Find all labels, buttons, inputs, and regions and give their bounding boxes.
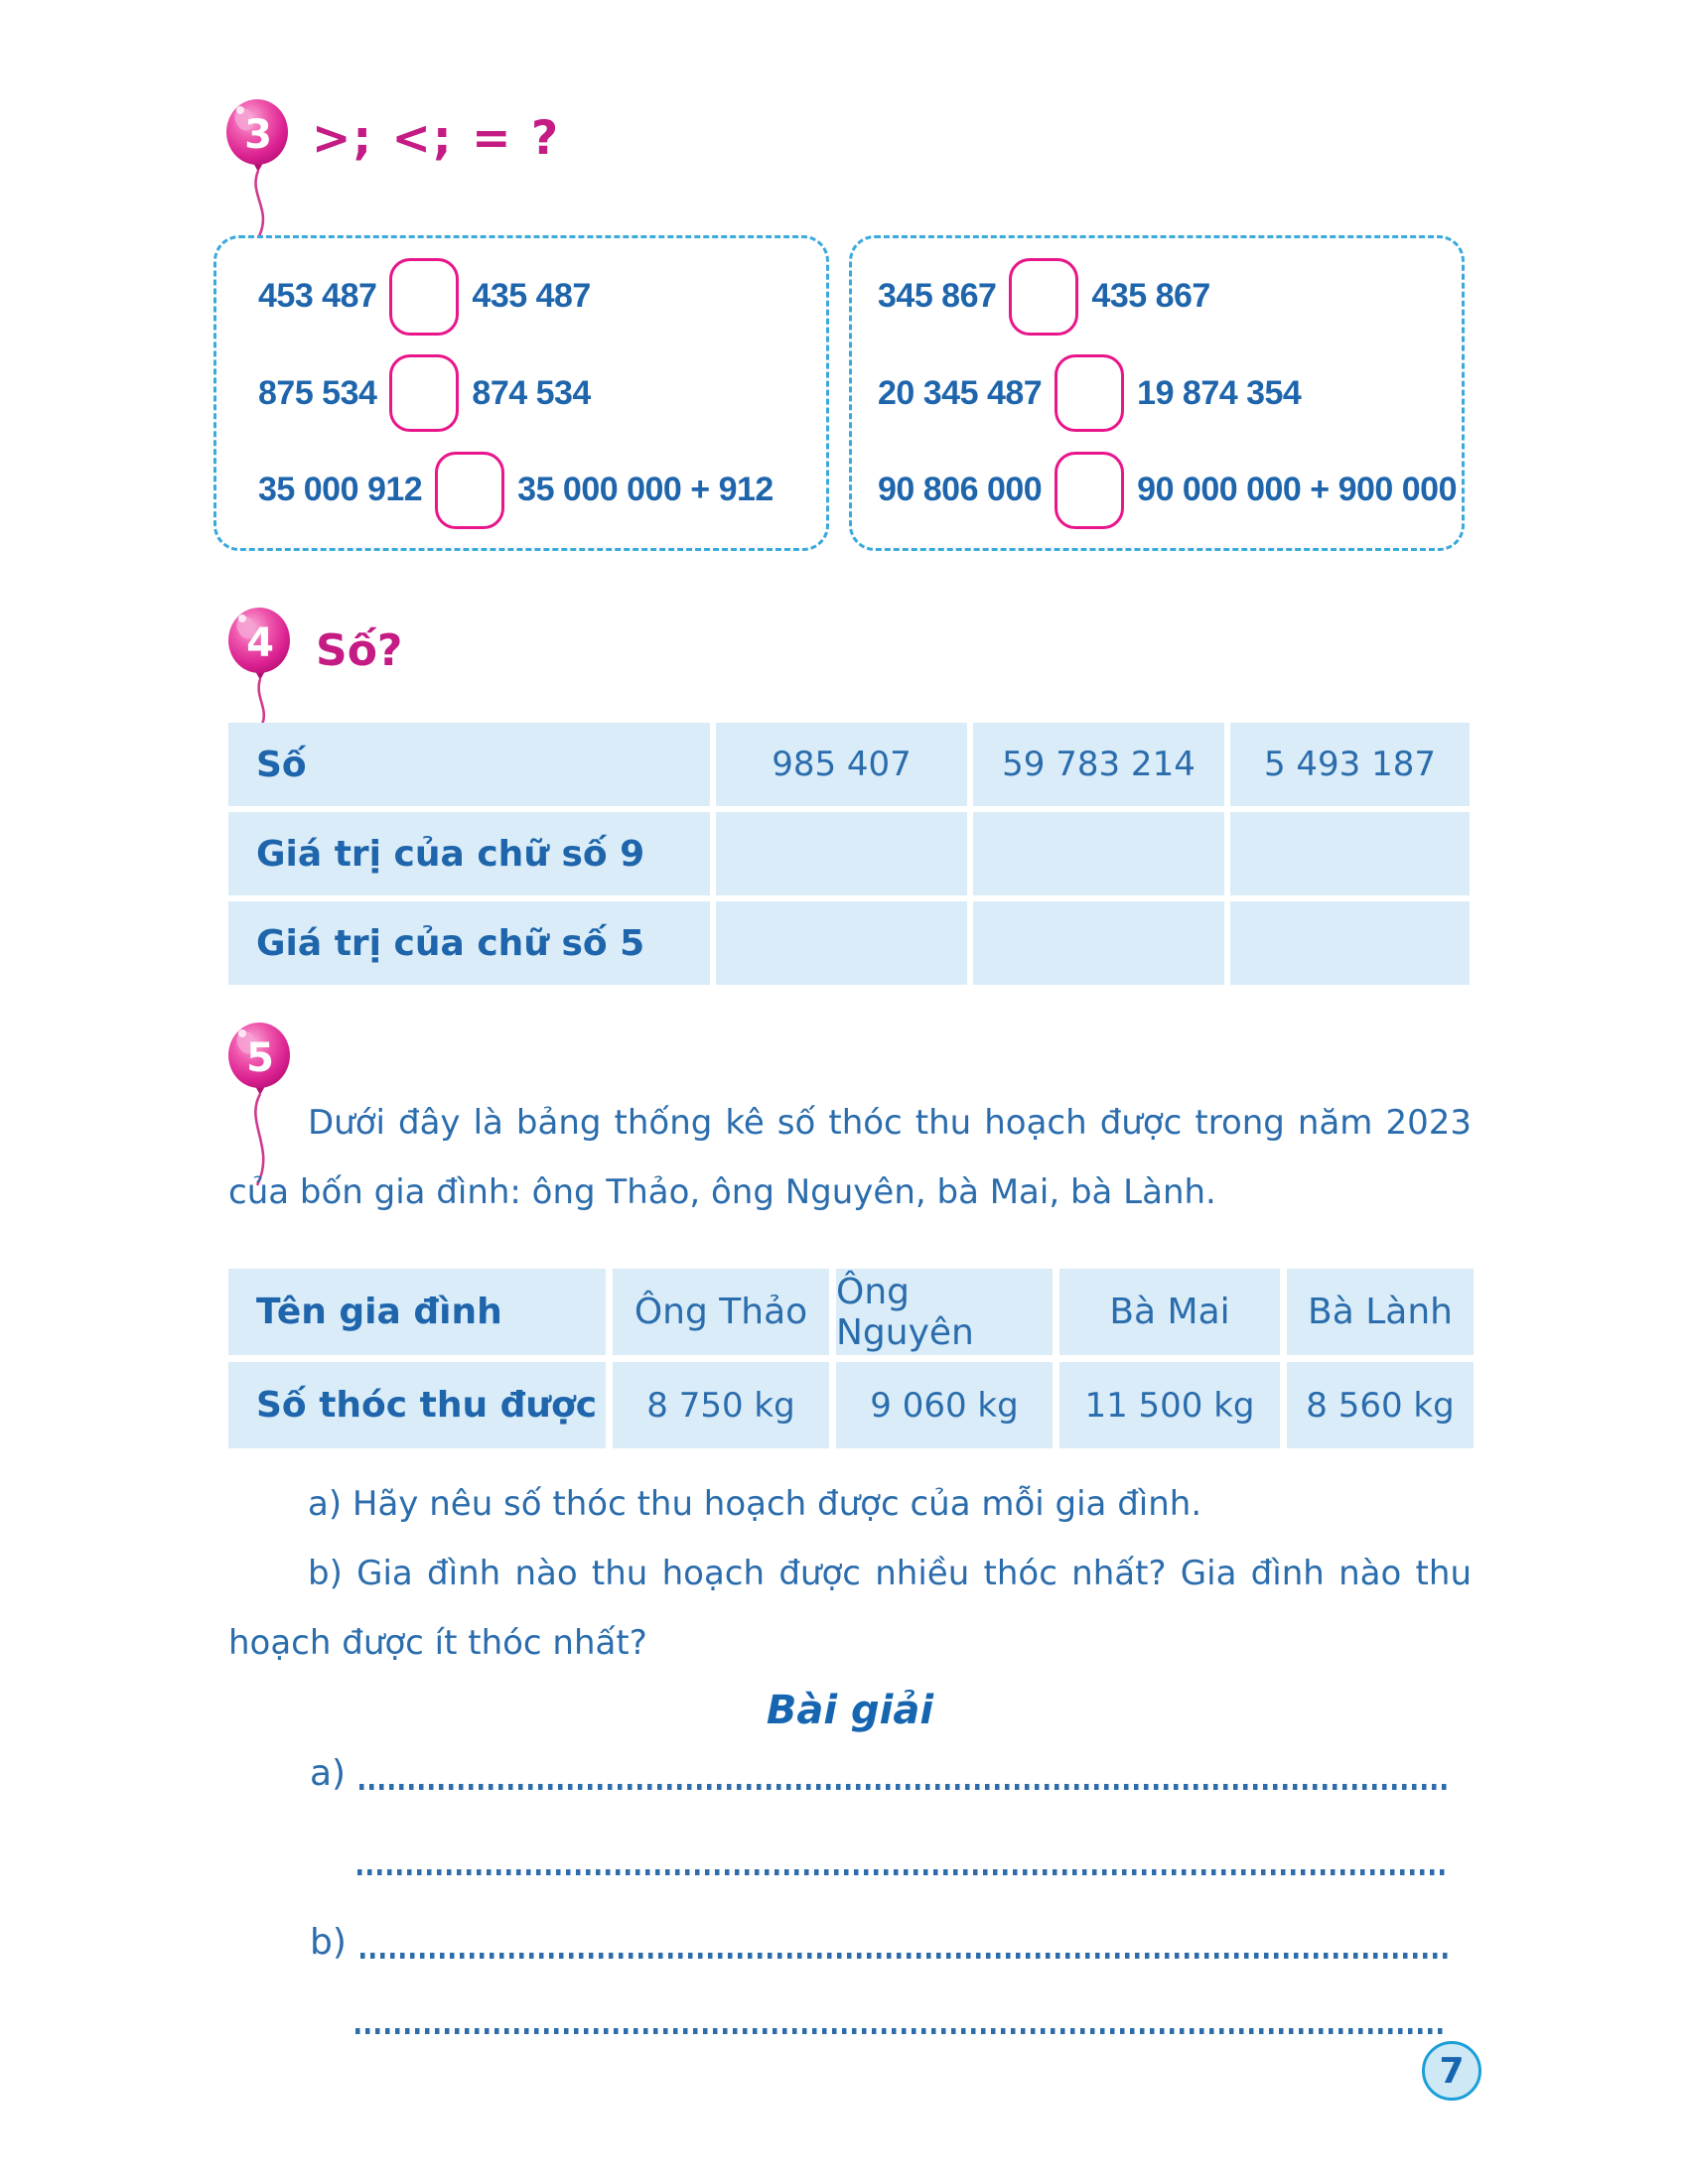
value-cell: 8 560 kg [1287,1362,1474,1448]
answer-box[interactable] [389,354,460,432]
number-cell: 5 493 187 [1230,723,1470,806]
exercise4-title: Số? [316,625,403,676]
comparison-box-left: 453 487 435 487 875 534 874 534 35 000 9… [213,235,829,551]
answer-dotted-line[interactable] [359,1784,1452,1790]
header-label: Tên gia đình [228,1269,606,1355]
harvest-table: Tên gia đình Ông Thảo Ông Nguyên Bà Mai … [228,1269,1474,1448]
right-number: 874 534 [472,373,591,412]
answer-dotted-line[interactable] [357,1869,1448,1875]
header-cell: Bà Lành [1287,1269,1474,1355]
intro-line: của bốn gia đình: ông Thảo, ông Nguyên, … [228,1172,1216,1212]
value-cell-empty[interactable] [716,812,967,895]
right-number: 90 000 000 + 900 000 [1137,471,1457,508]
answer-box[interactable] [435,451,505,529]
value-cell-empty[interactable] [973,812,1224,895]
exercise-number: 5 [246,1035,274,1081]
value-cell: 9 060 kg [836,1362,1053,1448]
row-label: Giá trị của chữ số 9 [228,812,710,895]
answer-line-b-continued[interactable] [355,1993,1445,2043]
answer-line-a-continued[interactable] [357,1835,1448,1884]
row-label: Số [228,723,710,806]
number-cell: 985 407 [716,723,967,806]
value-cell-empty[interactable] [1230,812,1470,895]
left-number: 345 867 [878,277,997,315]
exercise5-questions: a) Hãy nêu số thóc thu hoạch được của mỗ… [228,1469,1472,1678]
comparison-row: 20 345 487 19 874 354 [878,354,1462,432]
balloon-3-icon: 3 [222,95,294,244]
number-cell: 59 783 214 [973,723,1224,806]
solution-title: Bài giải [766,1688,934,1733]
value-cell-empty[interactable] [973,901,1224,985]
comparison-row: 90 806 000 90 000 000 + 900 000 [878,451,1462,529]
comparison-row: 345 867 435 867 [878,257,1462,336]
left-number: 875 534 [258,373,377,412]
value-cell-empty[interactable] [716,901,967,985]
page-number: 7 [1439,2050,1465,2092]
exercise5-intro: Dưới đây là bảng thống kê số thóc thu ho… [228,1088,1472,1227]
left-number: 20 345 487 [878,373,1043,412]
intro-line: Dưới đây là bảng thống kê số thóc thu ho… [308,1103,1472,1143]
comparison-row: 35 000 912 35 000 000 + 912 [258,451,826,529]
answer-label-b: b) [310,1922,347,1963]
header-cell: Ông Thảo [613,1269,829,1355]
left-number: 90 806 000 [878,471,1043,508]
row-label: Giá trị của chữ số 5 [228,901,710,985]
answer-label-a: a) [310,1753,347,1794]
value-cell: 11 500 kg [1059,1362,1280,1448]
left-number: 35 000 912 [258,471,423,508]
left-number: 453 487 [258,277,377,315]
answer-line-b[interactable]: b) [310,1918,1450,1968]
value-cell: 8 750 kg [613,1362,829,1448]
comparison-row: 875 534 874 534 [258,354,826,432]
exercise3-title: >; <; = ? [312,111,561,166]
answer-line-a[interactable]: a) [310,1749,1452,1799]
answer-dotted-line[interactable] [355,2028,1445,2034]
balloon-4-icon: 4 [224,604,296,733]
header-cell: Bà Mai [1059,1269,1280,1355]
value-cell-empty[interactable] [1230,901,1470,985]
balloon-5-icon: 5 [224,1019,296,1197]
comparison-row: 453 487 435 487 [258,257,826,336]
answer-dotted-line[interactable] [359,1953,1450,1959]
answer-box[interactable] [1055,451,1125,529]
right-number: 435 487 [472,277,591,315]
row-label: Số thóc thu được [228,1362,606,1448]
question-b-line2: hoạch được ít thóc nhất? [228,1623,647,1663]
digit-value-table: Số 985 407 59 783 214 5 493 187 Giá trị … [228,723,1470,985]
page-number-badge: 7 [1422,2041,1481,2101]
header-cell: Ông Nguyên [836,1269,1053,1355]
right-number: 35 000 000 + 912 [517,471,774,508]
exercise-number: 4 [246,620,274,666]
exercise-number: 3 [244,112,272,158]
right-number: 435 867 [1091,277,1210,315]
question-a: a) Hãy nêu số thóc thu hoạch được của mỗ… [308,1484,1202,1524]
question-b-line1: b) Gia đình nào thu hoạch được nhiều thó… [308,1554,1472,1593]
answer-box[interactable] [1009,257,1079,336]
right-number: 19 874 354 [1137,373,1302,412]
answer-box[interactable] [1055,354,1125,432]
answer-box[interactable] [389,257,460,336]
comparison-box-right: 345 867 435 867 20 345 487 19 874 354 90… [849,235,1465,551]
